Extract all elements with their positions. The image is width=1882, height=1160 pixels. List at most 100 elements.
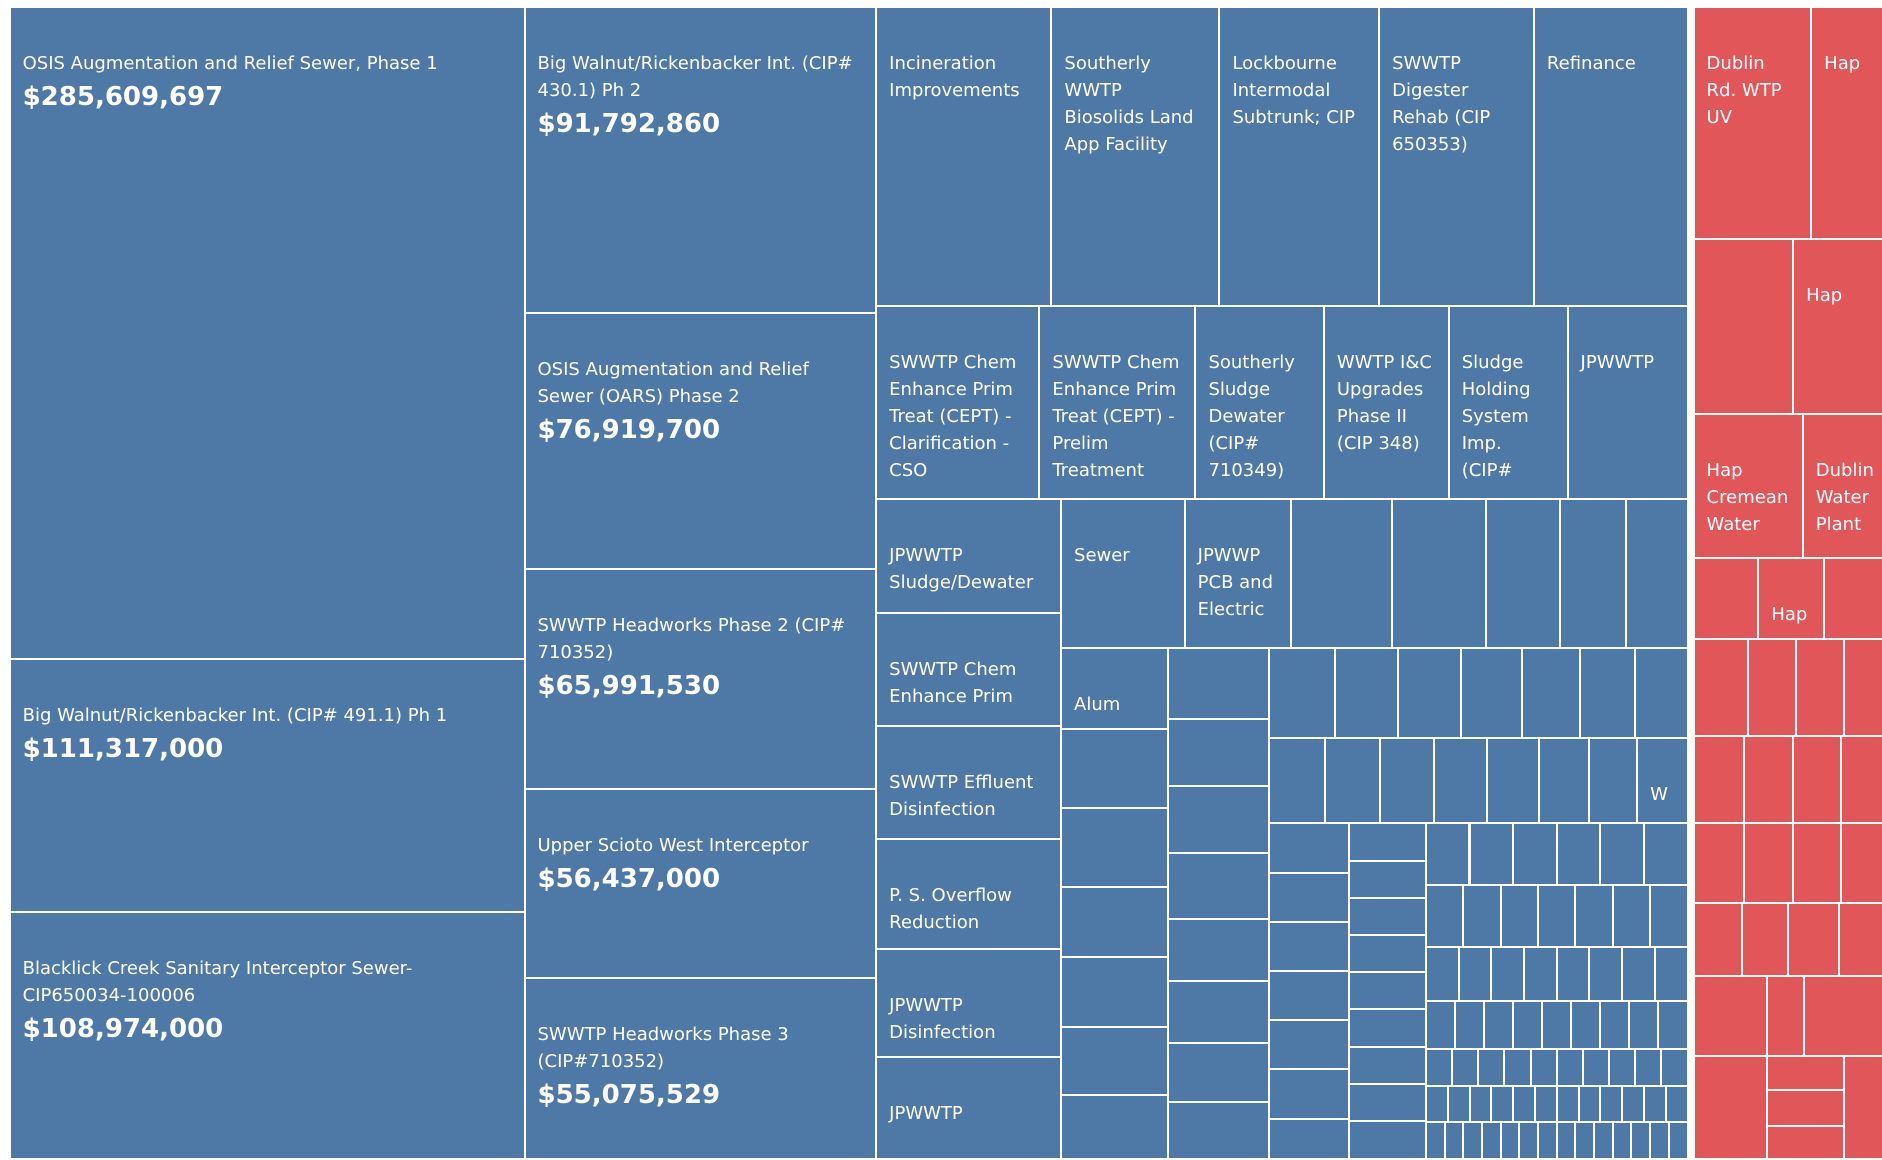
- tile-label: Alum: [1074, 694, 1121, 716]
- tile: Big Walnut/Rickenbacker Int. (CIP# 430.1…: [524, 7, 877, 314]
- small-tile: [1519, 1122, 1539, 1160]
- small-tile: [1500, 884, 1539, 947]
- tile-label: Big Walnut/Rickenbacker Int. (CIP# 430.1…: [537, 53, 853, 102]
- small-tile: [1571, 1001, 1601, 1049]
- small-tile: [1622, 1086, 1644, 1123]
- small-tile: [1268, 1020, 1350, 1070]
- small-tile: [1349, 1083, 1426, 1122]
- tile: OSIS Augmentation and Relief Sewer (OARS…: [524, 313, 877, 569]
- small-tile: [1349, 1121, 1426, 1160]
- value-label: $56,437,000: [537, 863, 721, 894]
- tile-label: Incineration Improvements: [889, 53, 1020, 102]
- small-tile: [1654, 947, 1688, 1001]
- small-tile: [1167, 919, 1269, 981]
- small-tile: [1349, 823, 1426, 861]
- small-tile: [1425, 1122, 1445, 1160]
- tile: Dublin Rd. WTP UV: [1693, 7, 1812, 239]
- small-tile: [1693, 558, 1759, 639]
- small-tile: [1334, 648, 1399, 739]
- small-tile: [1513, 1086, 1535, 1123]
- small-tile: [1766, 1125, 1844, 1160]
- small-tile: [1600, 1001, 1630, 1049]
- small-tile: [1463, 884, 1501, 947]
- tile: Hap: [1793, 238, 1882, 415]
- small-tile: [1061, 1094, 1168, 1160]
- small-tile: [1747, 638, 1796, 736]
- small-tile: [1513, 1001, 1543, 1049]
- tile: Dublin Water Plant: [1802, 414, 1882, 559]
- small-tile: [1167, 718, 1269, 787]
- tile: SWWTP Chem Enhance Prim: [876, 613, 1061, 727]
- small-tile: [1693, 735, 1744, 824]
- tile: Southerly Sludge Dewater (CIP# 710349): [1195, 306, 1324, 500]
- small-tile: [1444, 1122, 1464, 1160]
- tile: SWWTP Headworks Phase 2 (CIP# 710352) $65…: [524, 568, 877, 789]
- tile: Blacklick Creek Sanitary Interceptor Sew…: [9, 912, 525, 1160]
- tile: JPWWTP: [1567, 306, 1688, 500]
- tile-label: JPWWTP: [1580, 352, 1655, 374]
- small-tile: [1643, 823, 1688, 885]
- tile-label: Hap: [1824, 53, 1861, 75]
- tile-label: Hap: [1806, 284, 1843, 306]
- small-tile: [1530, 1049, 1557, 1087]
- tile: W: [1637, 738, 1688, 824]
- small-tile: [1268, 971, 1350, 1021]
- small-tile: [1349, 897, 1426, 935]
- small-tile: [1268, 872, 1350, 922]
- tile: Hap: [1758, 558, 1825, 639]
- small-tile: [1589, 738, 1638, 824]
- tile-label: SWWTP Headworks Phase 3 (CIP#710352): [537, 1024, 789, 1073]
- small-tile: [1609, 1049, 1636, 1087]
- tile-label: Big Walnut/Rickenbacker Int. (CIP# 491.1…: [22, 704, 448, 726]
- small-tile: [1538, 1122, 1557, 1160]
- tile: OSIS Augmentation and Relief Sewer, Phas…: [9, 7, 525, 659]
- small-tile: [1392, 499, 1486, 649]
- small-tile: [1582, 1049, 1610, 1087]
- small-tile: [1268, 1118, 1350, 1160]
- tile-label: SWWTP Chem Enhance Prim: [889, 659, 1017, 708]
- small-tile: [1594, 1122, 1613, 1160]
- small-tile: [1061, 956, 1168, 1028]
- small-tile: [1167, 853, 1269, 920]
- small-tile: [1349, 972, 1426, 1010]
- small-tile: [1612, 1122, 1632, 1160]
- tile-label: Dublin Rd. WTP UV: [1706, 53, 1782, 129]
- small-tile: [1268, 648, 1335, 739]
- small-tile: [1626, 499, 1688, 649]
- small-tile: [1634, 648, 1688, 739]
- small-tile: [1534, 1086, 1557, 1123]
- tile: Hap: [1811, 7, 1882, 239]
- small-tile: [1629, 1001, 1659, 1049]
- small-tile: [1693, 823, 1744, 903]
- tile-label: SWWTP Chem Enhance Prim Treat (CEPT) - C…: [889, 352, 1017, 482]
- value-label: $76,919,700: [537, 415, 721, 446]
- tile-label: JPWWTP Disinfection: [889, 995, 996, 1044]
- small-tile: [1622, 947, 1655, 1001]
- small-tile: [1693, 238, 1794, 415]
- tile-label: Dublin Water Plant: [1815, 460, 1874, 536]
- tile-label: OSIS Augmentation and Relief Sewer (OARS…: [537, 359, 809, 408]
- small-tile: [1487, 738, 1539, 824]
- small-tile: [1575, 1122, 1595, 1160]
- small-tile: [1513, 823, 1557, 885]
- tile: SWWTP Headworks Phase 3 (CIP#710352) $55,…: [524, 978, 877, 1160]
- small-tile: [1268, 738, 1326, 824]
- small-tile: [1167, 980, 1269, 1043]
- small-tile: [1600, 1086, 1623, 1123]
- small-tile: [1741, 902, 1789, 976]
- small-tile: [1575, 884, 1613, 947]
- small-tile: [1469, 823, 1514, 885]
- small-tile: [1268, 1069, 1350, 1119]
- small-tile: [1454, 1001, 1485, 1049]
- tile: WWTP I&C Upgrades Phase II (CIP 348): [1323, 306, 1449, 500]
- tile-label: Blacklick Creek Sanitary Interceptor Sew…: [22, 958, 413, 1007]
- tile-label: Upper Scioto West Interceptor: [537, 834, 809, 856]
- small-tile: [1167, 1101, 1269, 1160]
- value-label: $91,792,860: [537, 109, 721, 140]
- small-tile: [1291, 499, 1393, 649]
- tile: Hap Cremean Water: [1693, 414, 1803, 559]
- small-tile: [1693, 975, 1767, 1057]
- small-tile: [1743, 735, 1794, 824]
- small-tile: [1661, 1049, 1688, 1087]
